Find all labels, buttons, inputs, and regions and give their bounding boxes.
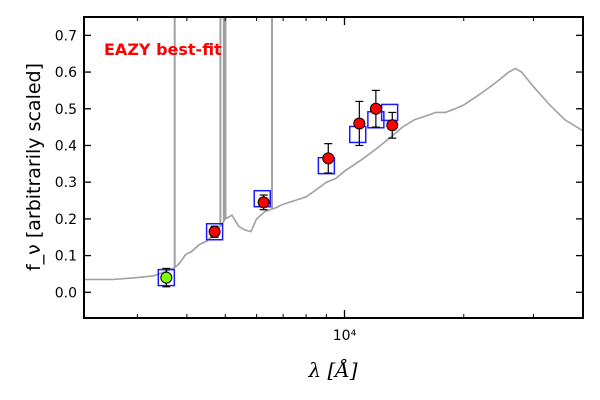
y-tick-label: 0.1 bbox=[55, 249, 77, 265]
x-tick-label: 10⁴ bbox=[333, 328, 357, 344]
marker-layer bbox=[157, 89, 399, 288]
y-axis-title: f_ν [arbitrarily scaled] bbox=[23, 63, 45, 271]
observed-data-point bbox=[322, 152, 335, 165]
axes-layer: 0.0 0.1 0.2 0.3 0.4 0.5 0.6 0.7 10⁴ bbox=[55, 16, 584, 344]
y-tick-label: 0.4 bbox=[55, 138, 77, 154]
sed-model-line bbox=[84, 67, 583, 281]
model-layer bbox=[84, 17, 583, 281]
plot-frame bbox=[83, 16, 584, 319]
observed-data-point bbox=[386, 119, 399, 132]
observed-data-point bbox=[353, 117, 366, 130]
model-photometry-square bbox=[205, 222, 224, 241]
observed-data-point bbox=[369, 102, 382, 115]
y-tick-label: 0.2 bbox=[55, 212, 77, 228]
y-tick-label: 0.3 bbox=[55, 175, 77, 191]
observed-data-point bbox=[257, 196, 270, 209]
y-tick-label: 0.5 bbox=[55, 102, 77, 118]
y-tick-label: 0.7 bbox=[55, 28, 77, 44]
x-axis-title: λ [Å] bbox=[307, 357, 357, 382]
observed-data-point bbox=[208, 225, 221, 238]
y-tick-label: 0.0 bbox=[55, 285, 77, 301]
annotation-label: EAZY best-fit bbox=[104, 40, 222, 59]
observed-data-point bbox=[160, 271, 173, 284]
y-tick-label: 0.6 bbox=[55, 65, 77, 81]
